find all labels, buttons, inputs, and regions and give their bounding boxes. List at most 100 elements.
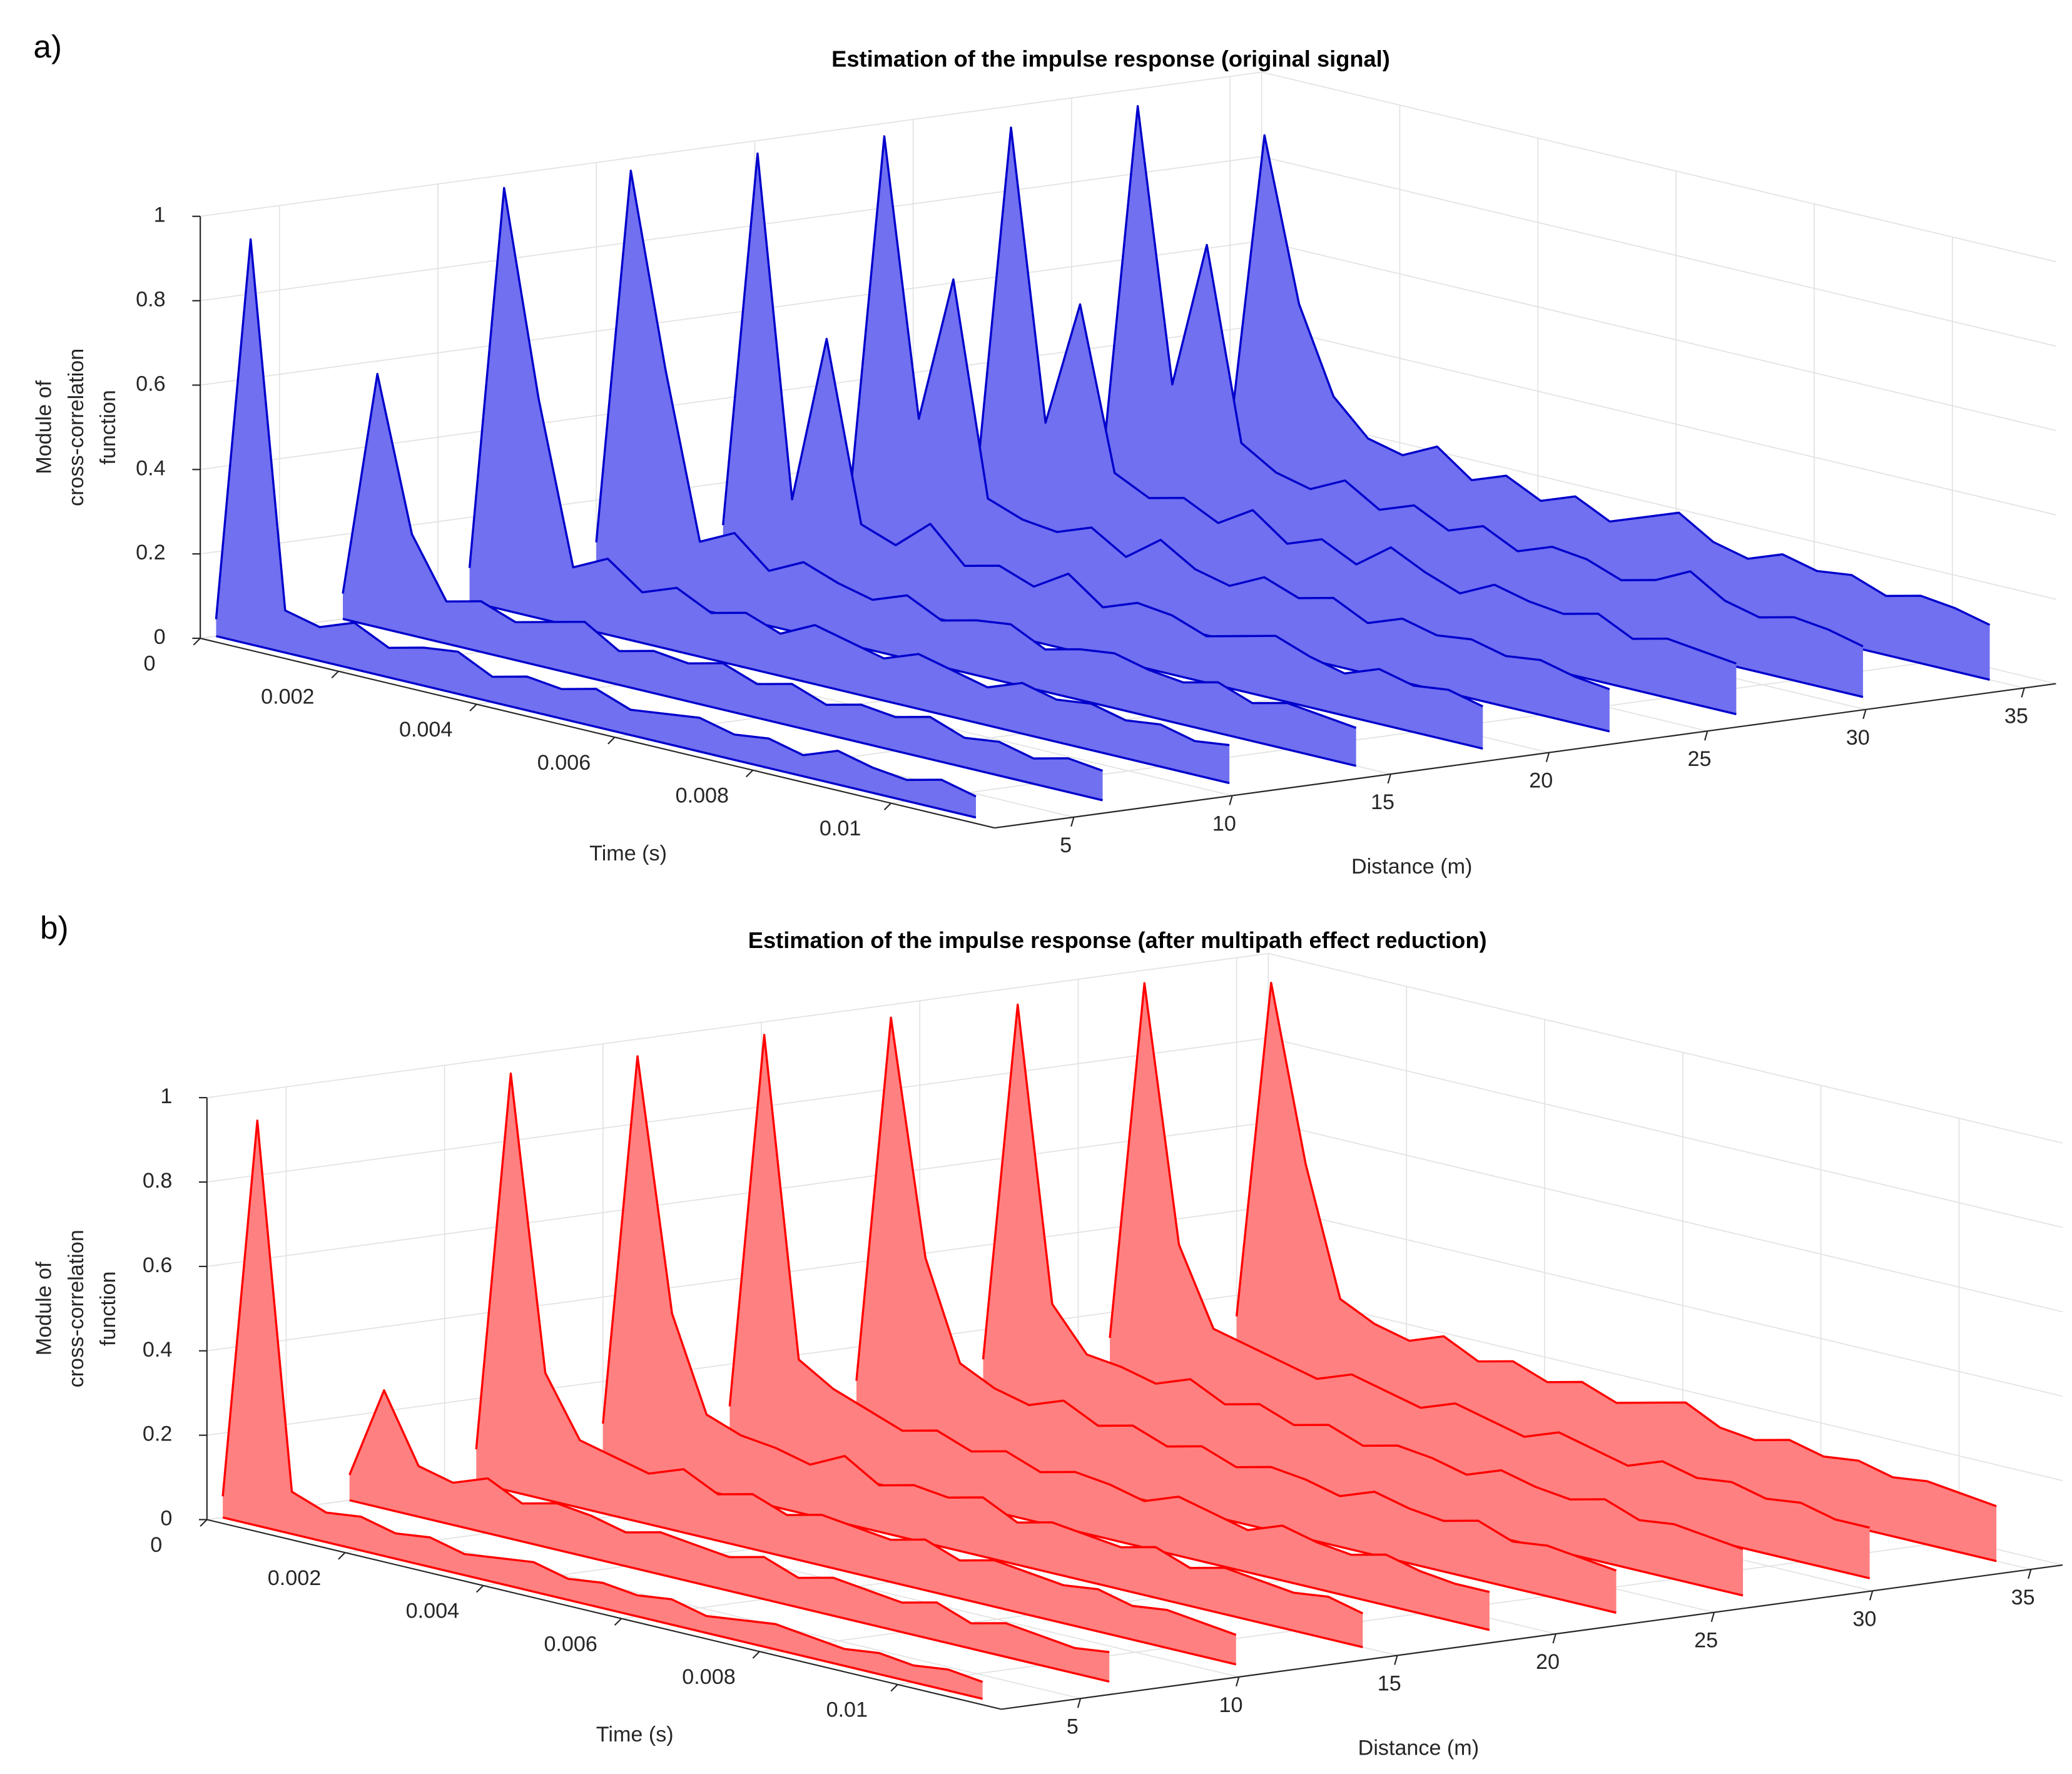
x-axis-label: Time (s) [596, 1723, 674, 1746]
y-tick [1869, 1591, 1874, 1601]
x-axis [200, 638, 995, 829]
ribbon-line [595, 170, 1357, 729]
y-axis [994, 683, 2056, 829]
z-tick-label: 0.6 [136, 372, 165, 395]
x-tick-label: 0.01 [826, 1698, 868, 1722]
y-tick-label: 5 [1060, 833, 1072, 857]
z-axis-label: cross-correlation [64, 349, 88, 506]
ribbon-area [596, 170, 1356, 766]
ribbon-line [722, 152, 1483, 708]
grid-line [1261, 409, 2056, 600]
x-tick-label: 0 [144, 652, 156, 676]
ribbon-base [342, 618, 1103, 802]
y-tick [1387, 773, 1391, 784]
ribbon-line [855, 1016, 1617, 1572]
grid-line [1268, 1037, 2063, 1228]
y-tick [1229, 795, 1233, 805]
y-tick [1552, 1633, 1557, 1644]
y-tick [1545, 752, 1550, 762]
y-tick-label: 15 [1378, 1671, 1401, 1695]
x-tick [607, 737, 616, 745]
ribbon-line [975, 126, 1737, 665]
z-axis-label: function [96, 390, 120, 465]
x-tick-label: 0 [150, 1533, 162, 1557]
grid-line [206, 952, 1269, 1098]
grid-line [1268, 1290, 2063, 1481]
y-tick-label: 20 [1536, 1650, 1560, 1674]
x-tick [752, 1651, 760, 1659]
z-axis-label: function [96, 1272, 120, 1347]
z-axis-label: Module of [33, 380, 56, 474]
x-axis-label: Time (s) [589, 842, 667, 865]
x-tick-label: 0.002 [268, 1566, 321, 1590]
y-tick [2021, 688, 2025, 698]
z-tick-label: 1 [154, 203, 166, 227]
y-tick [1236, 1676, 1240, 1687]
ribbon-base [349, 1499, 1110, 1683]
ribbon-area [343, 374, 1103, 800]
ribbon-area [216, 239, 976, 818]
x-tick [469, 703, 477, 711]
ribbon-area [349, 1390, 1110, 1682]
x-tick [883, 802, 891, 810]
z-tick-label: 0.8 [136, 288, 165, 312]
grid-line [1268, 1121, 2063, 1313]
grid-line [200, 156, 1262, 302]
ribbon-line [221, 1119, 983, 1683]
grid-line [206, 1121, 1269, 1267]
y-tick [1070, 817, 1075, 827]
ribbon-base [216, 635, 977, 819]
x-tick-label: 0.002 [261, 685, 314, 708]
grid-line [1261, 71, 2056, 263]
z-tick-label: 0.2 [136, 541, 165, 564]
ribbon-base [222, 1516, 983, 1700]
z-tick-label: 0 [160, 1506, 172, 1530]
y-tick [1394, 1655, 1398, 1665]
z-axis-label: Module of [33, 1262, 56, 1355]
ribbon-line [728, 1034, 1490, 1593]
z-tick-label: 0.4 [143, 1338, 172, 1362]
ribbon-line [215, 238, 977, 798]
x-tick [193, 638, 201, 646]
z-tick-label: 0.2 [143, 1422, 172, 1446]
chart-title: Estimation of the impulse response (orig… [831, 46, 1390, 72]
ribbon-line [348, 1389, 1110, 1653]
z-tick-label: 0.8 [143, 1169, 172, 1193]
y-axis-label: Distance (m) [1351, 855, 1472, 879]
ribbon-line [1229, 134, 1991, 626]
ribbon-line [602, 1055, 1364, 1614]
x-tick-label: 0.004 [406, 1599, 459, 1623]
grid-line [200, 240, 1262, 386]
z-tick-label: 0.4 [136, 456, 165, 480]
z-tick-label: 0.6 [143, 1253, 172, 1277]
x-tick [890, 1684, 898, 1692]
x-tick [331, 670, 339, 679]
ribbon-area [850, 136, 1610, 732]
z-tick-label: 1 [160, 1084, 172, 1108]
ribbon-area [476, 1073, 1236, 1664]
grid-line [1261, 240, 2056, 431]
y-tick [1077, 1698, 1082, 1708]
y-axis-label: Distance (m) [1358, 1736, 1479, 1760]
x-tick-label: 0.004 [399, 718, 452, 742]
x-tick [614, 1618, 622, 1626]
grid-line [1261, 325, 2056, 516]
x-axis [206, 1519, 1002, 1710]
y-tick-label: 30 [1846, 726, 1870, 750]
x-tick-label: 0.008 [676, 784, 729, 808]
y-axis [1001, 1564, 2063, 1710]
ribbon-line [1109, 982, 1871, 1529]
grid-line [1268, 952, 2063, 1144]
ribbon-area [223, 1120, 983, 1699]
grid-line [200, 71, 1262, 217]
chart-title: Estimation of the impulse response (afte… [748, 927, 1487, 953]
y-tick-label: 15 [1371, 790, 1394, 814]
y-tick-label: 10 [1212, 812, 1236, 835]
ribbon-area [856, 1017, 1617, 1613]
y-tick [1862, 709, 1867, 720]
grid-line [1261, 156, 2056, 347]
ribbon-line [468, 186, 1230, 747]
ribbon-area [729, 1034, 1490, 1630]
z-axis-label: cross-correlation [64, 1230, 88, 1387]
